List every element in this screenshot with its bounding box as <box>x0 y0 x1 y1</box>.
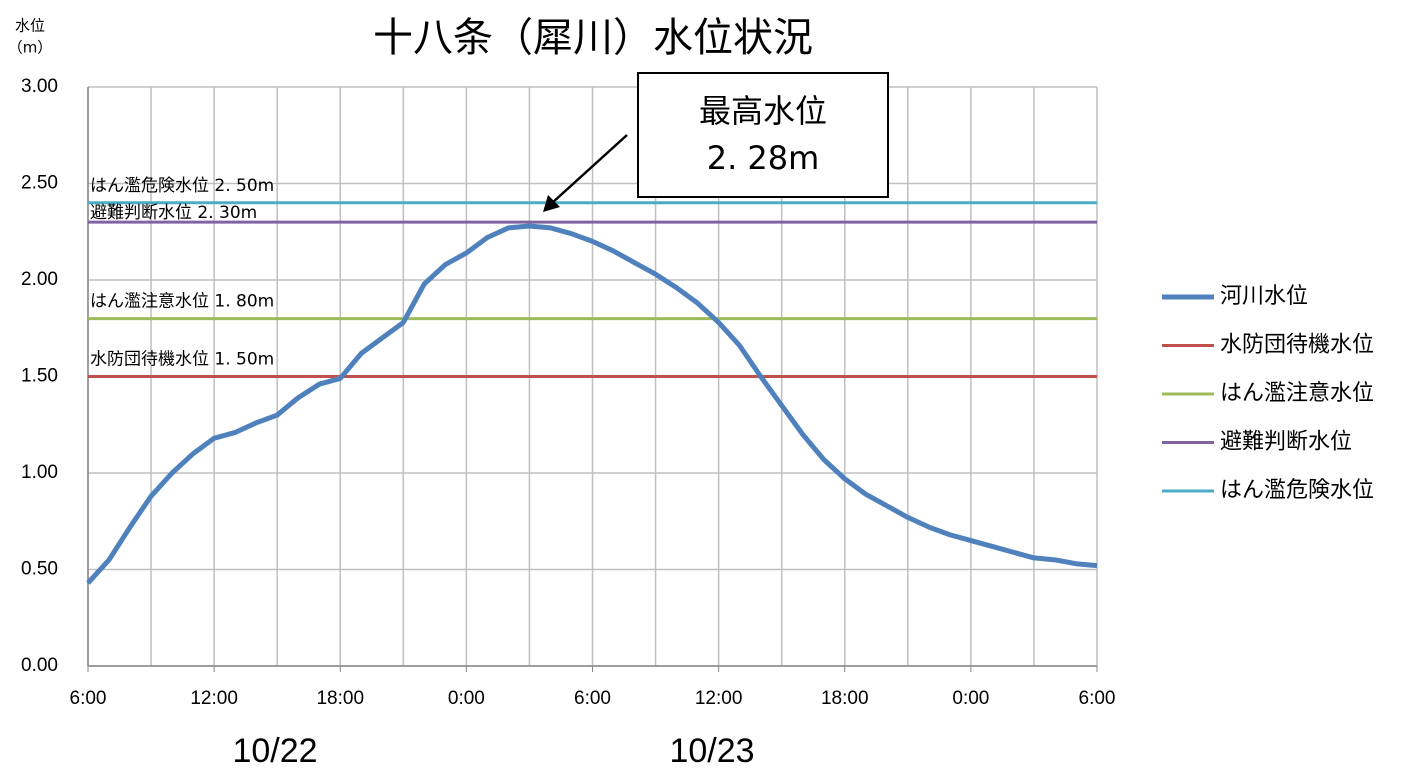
y-tick-label: 1.50 <box>21 366 58 387</box>
date-label: 10/22 <box>232 732 317 770</box>
date-label: 10/23 <box>669 732 754 770</box>
x-tick-label: 18:00 <box>316 688 364 709</box>
threshold-label: 避難判断水位 2. 30m <box>90 203 257 223</box>
arrow-head <box>543 195 560 212</box>
y-tick-label: 2.00 <box>21 269 58 290</box>
x-tick-label: 6:00 <box>574 688 611 709</box>
y-axis-label: （m） <box>8 39 53 57</box>
x-tick-label: 6:00 <box>1079 688 1116 709</box>
x-tick-label: 12:00 <box>190 688 238 709</box>
threshold-label: 水防団待機水位 1. 50m <box>90 350 274 370</box>
annotation-text: 最高水位 <box>699 92 827 130</box>
legend-label: 水防団待機水位 <box>1220 333 1374 358</box>
x-tick-label: 6:00 <box>70 688 107 709</box>
x-tick-label: 0:00 <box>952 688 989 709</box>
legend-label: 河川水位 <box>1220 284 1308 309</box>
x-tick-label: 18:00 <box>821 688 869 709</box>
y-tick-label: 0.00 <box>21 655 58 676</box>
series-line <box>86 223 1098 585</box>
plot-area: 0.00 0.50 1.00 1.50 2.00 2.50 3.00 6:00 12:00 18:… <box>21 76 1115 709</box>
y-tick-label: 0.50 <box>21 559 58 580</box>
legend-label: はん濫注意水位 <box>1220 381 1374 406</box>
annotation-arrow <box>551 134 628 204</box>
legend-label: 避難判断水位 <box>1220 430 1352 455</box>
legend-label: はん濫危険水位 <box>1220 478 1374 503</box>
y-tick-label: 3.00 <box>21 76 58 97</box>
annotation-text: 2. 28m <box>707 139 820 177</box>
x-tick-label: 0:00 <box>448 688 485 709</box>
annotation-box <box>637 72 889 198</box>
y-tick-label: 2.50 <box>21 173 58 194</box>
threshold-label: はん濫危険水位 2. 50m <box>90 176 274 196</box>
y-tick-label: 1.00 <box>21 462 58 483</box>
chart-title: 十八条（犀川）水位状況 <box>373 15 813 61</box>
y-axis-label: 水位 <box>15 17 45 35</box>
threshold-label: はん濫注意水位 1. 80m <box>90 292 274 312</box>
x-tick-label: 12:00 <box>695 688 743 709</box>
